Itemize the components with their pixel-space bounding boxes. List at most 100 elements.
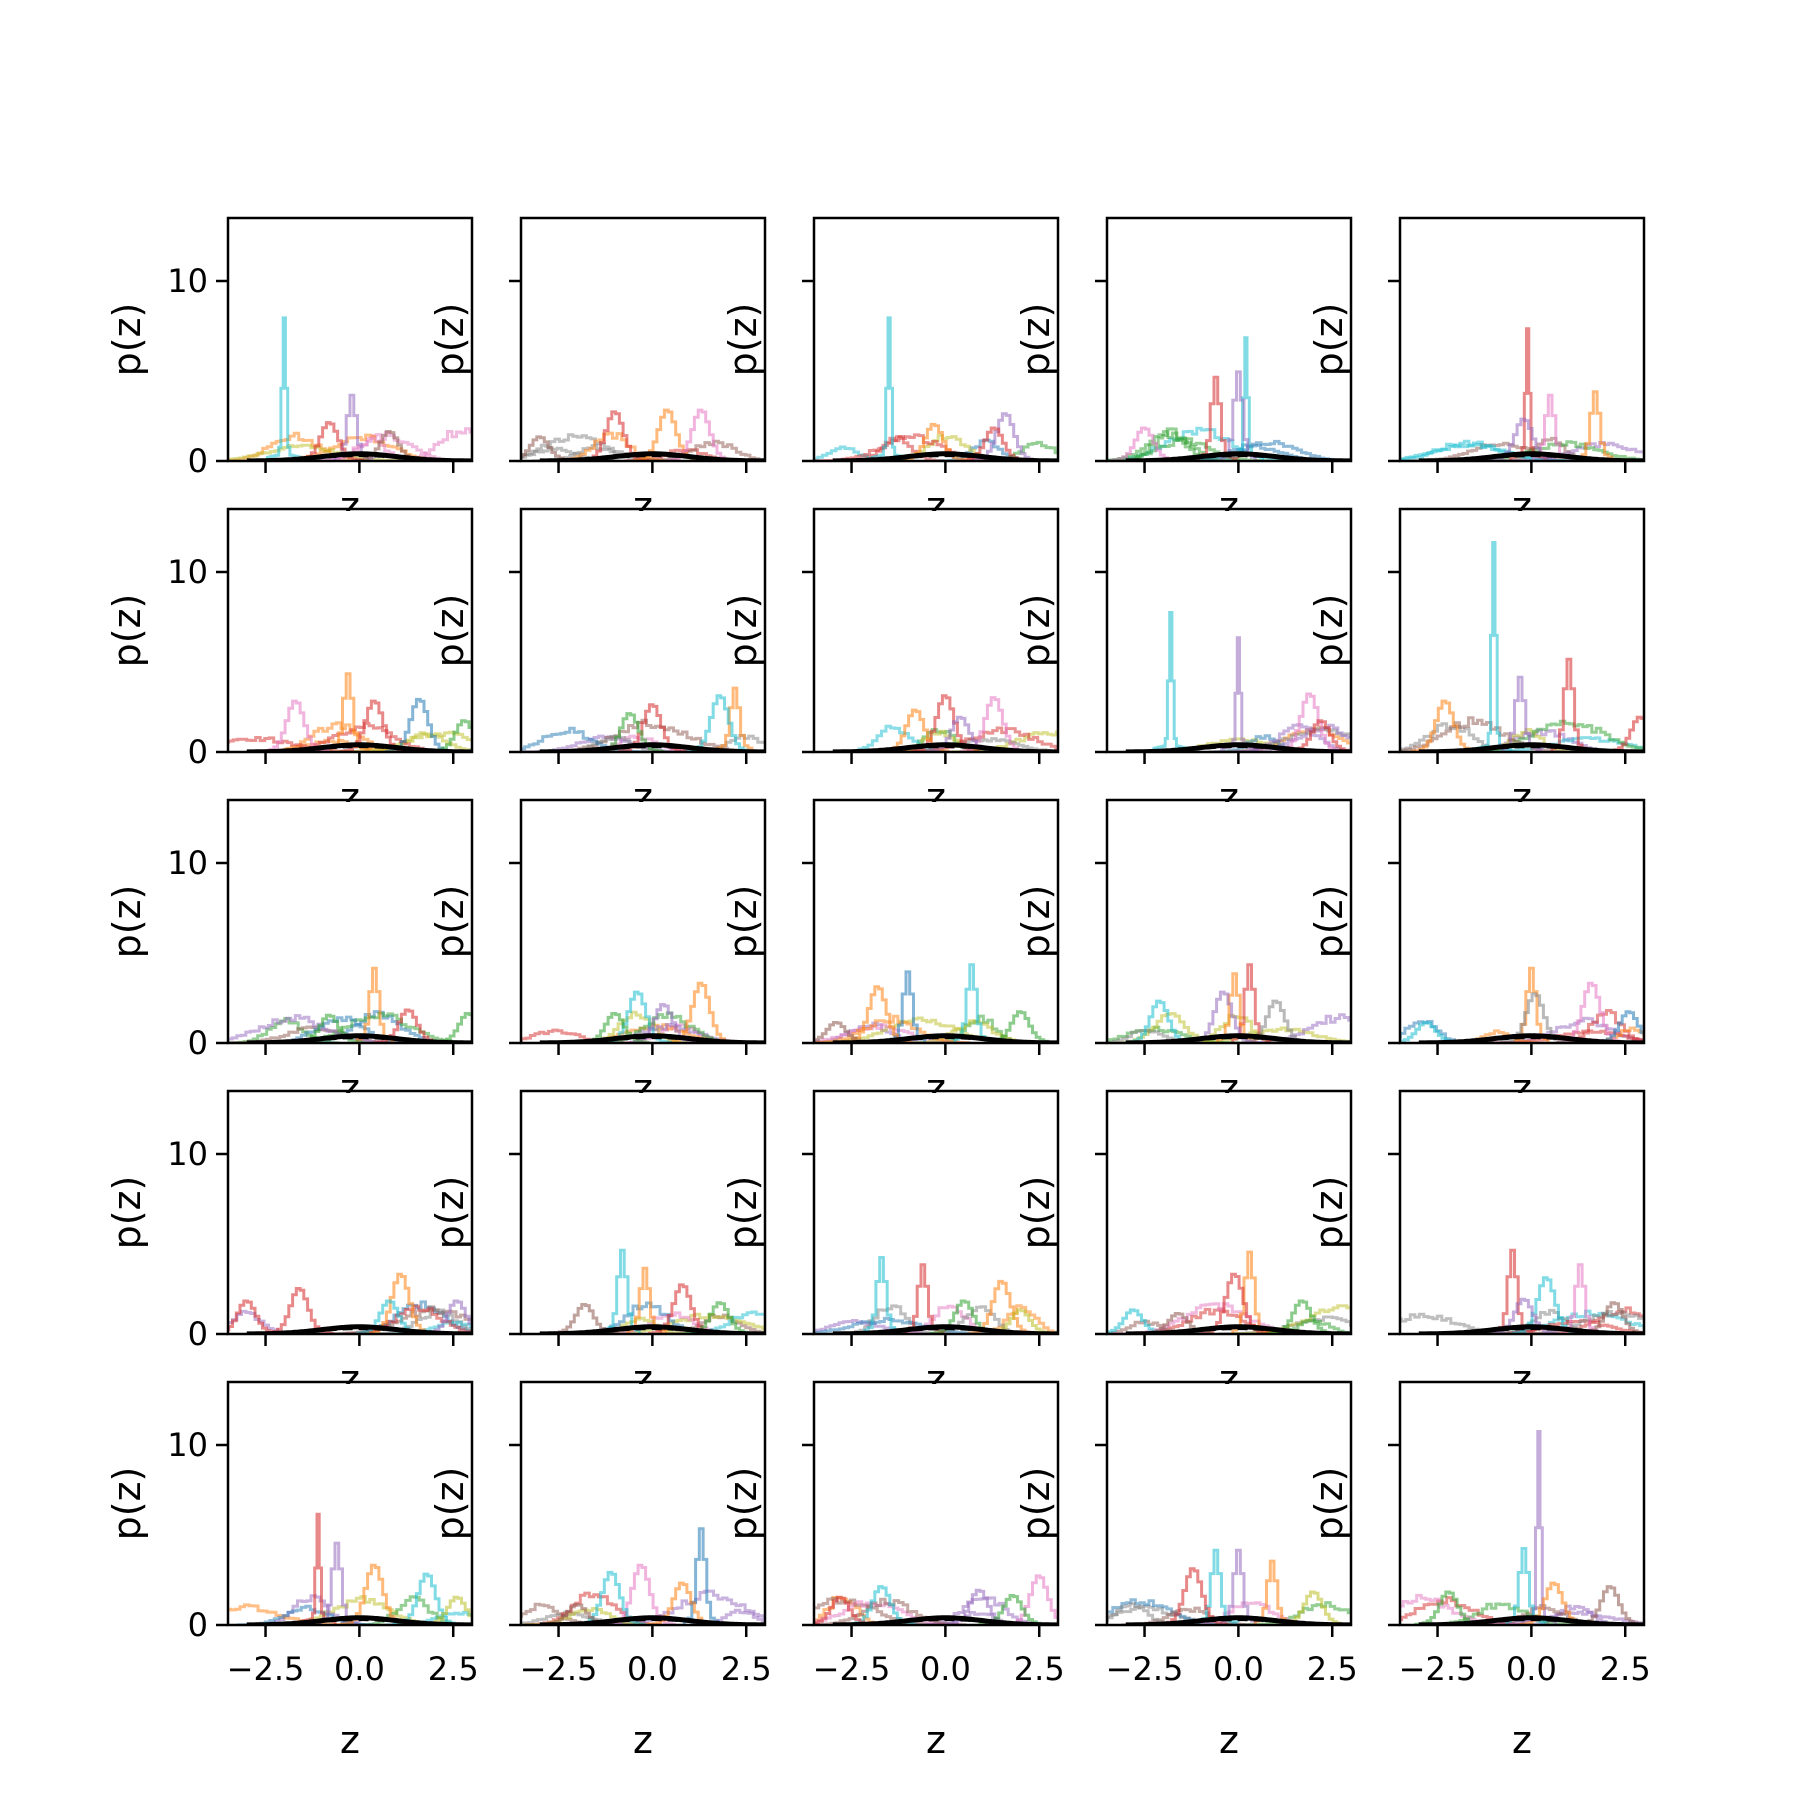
axes-frame	[812, 1089, 1060, 1336]
plot-area	[1400, 327, 1644, 461]
y-axis-label: p(z)	[428, 885, 472, 959]
subplot-r2-c2: zp(z)	[428, 507, 767, 819]
x-tick-label: 0.0	[627, 1650, 678, 1688]
label-occluder	[523, 1384, 763, 1414]
y-axis-label: p(z)	[1307, 594, 1351, 668]
x-tick-label: −2.5	[813, 1650, 891, 1688]
plot-area	[1107, 963, 1351, 1043]
x-tick-label: 2.5	[1307, 1650, 1358, 1688]
plot-area	[814, 1574, 1058, 1625]
histogram-peak-3	[617, 703, 688, 752]
subplot-r5-c2: −2.5 0.0 2.5 z p(z)	[428, 1380, 772, 1762]
subplot-r5-c5: −2.5 0.0 2.5 z p(z)	[1307, 1380, 1651, 1762]
x-tick-label: −2.5	[1399, 1650, 1477, 1688]
plot-area	[814, 1256, 1058, 1334]
y-axis-label: p(z)	[105, 1176, 149, 1250]
x-axis-label: z	[1512, 1718, 1532, 1762]
y-tick-label: 0	[188, 733, 208, 771]
axes-frame	[1105, 216, 1353, 463]
y-axis-label: p(z)	[1014, 303, 1058, 377]
label-occluder	[1402, 1093, 1642, 1123]
y-axis-label: p(z)	[1307, 1176, 1351, 1250]
y-axis-label: p(z)	[428, 594, 472, 668]
label-occluder	[230, 511, 470, 541]
x-tick-label: 0.0	[334, 1650, 385, 1688]
histogram-peak-2	[626, 1266, 670, 1334]
y-tick-label: 10	[167, 1426, 208, 1464]
histogram-peak-1	[356, 966, 400, 1043]
axes-frame	[519, 1089, 767, 1336]
background-histogram	[228, 443, 415, 461]
histogram-peak-1	[1152, 611, 1190, 752]
x-tick-label: −2.5	[520, 1650, 598, 1688]
axes-frame	[1105, 798, 1353, 1045]
histogram-peak-1	[1475, 517, 1513, 752]
y-axis-label: p(z)	[721, 885, 765, 959]
label-occluder	[816, 511, 1056, 541]
subplot-r3-c4: zp(z)	[1014, 798, 1353, 1110]
x-tick-label: 2.5	[1600, 1650, 1651, 1688]
y-tick-label: 10	[167, 1135, 208, 1173]
subplot-r1-c4: zp(z)	[1014, 216, 1353, 528]
subplot-r5-c1: 0 10 −2.5 0.0 2.5 z p(z)	[105, 1380, 479, 1762]
plot-area	[539, 1248, 765, 1334]
label-occluder	[816, 1384, 1056, 1414]
plot-area	[228, 1272, 472, 1334]
x-tick-label: 0.0	[920, 1650, 971, 1688]
plot-area	[1400, 1430, 1644, 1625]
y-axis-label: p(z)	[1014, 1467, 1058, 1541]
label-occluder	[1109, 1384, 1349, 1414]
x-tick-label: 0.0	[1213, 1650, 1264, 1688]
axes-frame	[812, 798, 1060, 1045]
y-tick-label: 0	[188, 442, 208, 480]
y-axis-label: p(z)	[428, 303, 472, 377]
background-histogram	[814, 1316, 1002, 1334]
axes-frame	[1105, 1380, 1353, 1627]
y-tick-label: 10	[167, 262, 208, 300]
axes-frame	[226, 216, 474, 463]
histogram-peak-1	[863, 1256, 900, 1334]
label-occluder	[816, 802, 1056, 832]
plot-area	[1400, 1248, 1644, 1334]
plot-area	[1400, 517, 1644, 752]
axes-frame	[1105, 1089, 1353, 1336]
plot-area	[832, 694, 1058, 752]
y-tick-label: 10	[167, 553, 208, 591]
label-occluder	[1402, 802, 1642, 832]
x-tick-label: 2.5	[428, 1650, 479, 1688]
axes-frame	[226, 507, 474, 754]
label-occluder	[523, 802, 763, 832]
label-occluder	[230, 1093, 470, 1123]
histogram-peak-1	[1520, 1430, 1558, 1625]
y-axis-label: p(z)	[1014, 885, 1058, 959]
y-axis-label: p(z)	[428, 1176, 472, 1250]
plot-area	[521, 981, 765, 1043]
subplot-r3-c2: zp(z)	[428, 798, 767, 1110]
label-occluder	[230, 1384, 470, 1414]
histogram-peak-1	[682, 1527, 720, 1625]
label-occluder	[523, 511, 763, 541]
subplot-r5-c3: −2.5 0.0 2.5 z p(z)	[721, 1380, 1065, 1762]
axes-frame	[519, 1380, 767, 1627]
axes-frame	[1398, 216, 1646, 463]
subplot-r4-c5: zp(z)	[1307, 1089, 1646, 1401]
y-axis-label: p(z)	[1307, 885, 1351, 959]
plot-area	[814, 963, 1058, 1043]
axes-frame	[812, 1380, 1060, 1627]
axes-frame	[1105, 507, 1353, 754]
axes-frame	[812, 216, 1060, 463]
x-axis-label: z	[926, 1718, 946, 1762]
y-axis-label: p(z)	[1307, 1467, 1351, 1541]
label-occluder	[1109, 802, 1349, 832]
label-occluder	[1402, 511, 1642, 541]
y-axis-label: p(z)	[1307, 303, 1351, 377]
y-axis-label: p(z)	[1014, 594, 1058, 668]
histogram-peak-2	[1220, 636, 1261, 752]
y-axis-label: p(z)	[428, 1467, 472, 1541]
label-occluder	[523, 1093, 763, 1123]
plot-area	[228, 316, 472, 461]
axes-frame	[1398, 1380, 1646, 1627]
